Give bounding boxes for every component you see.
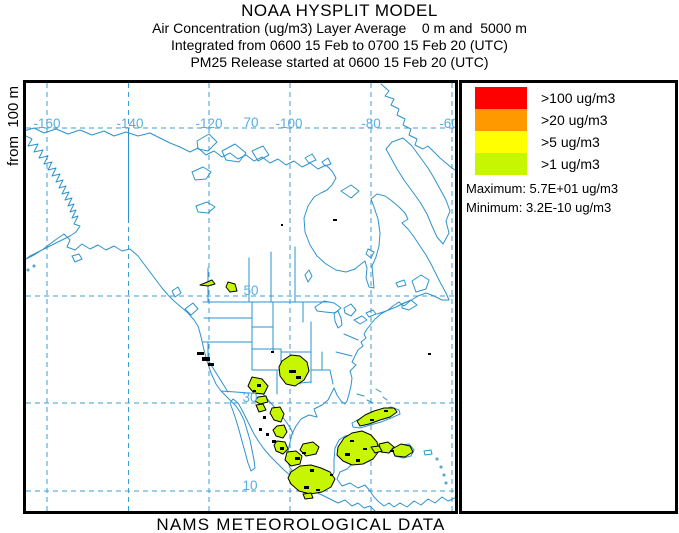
lon-label--160: -160 (33, 116, 60, 131)
subtitle-integration-period: Integrated from 0600 15 Feb to 0700 15 F… (171, 37, 508, 53)
legend-label-100: >100 ug/m3 (541, 90, 616, 106)
legend-swatch-orange (475, 109, 527, 131)
legend-swatch-yellowgreen (475, 153, 527, 175)
legend-panel: >100 ug/m3 >20 ug/m3 >5 ug/m3 >1 ug/m3 M… (459, 80, 678, 514)
legend-entry-20: >20 ug/m3 (475, 109, 615, 131)
coastlines (22, 83, 456, 512)
left-axis-release-height-label: from 100 m (5, 85, 22, 166)
legend-entry-1: >1 ug/m3 (475, 153, 615, 175)
contour-specks (197, 219, 431, 491)
grid-labels: -160 -140 -120 -100 -80 -60 70 50 30 10 (33, 115, 458, 493)
lat-label-70: 70 (243, 115, 258, 130)
page-title: NOAA HYSPLIT MODEL (241, 1, 438, 20)
minimum-value: Minimum: 3.2E-10 ug/m3 (466, 200, 612, 215)
legend-swatch-red (475, 87, 527, 109)
maximum-value: Maximum: 5.7E+01 ug/m3 (466, 181, 619, 196)
lon-label--140: -140 (116, 116, 143, 131)
subtitle-release-info: PM25 Release started at 0600 15 Feb 20 (… (190, 54, 489, 70)
lat-label-10: 10 (242, 478, 257, 493)
legend-entries: >100 ug/m3 >20 ug/m3 >5 ug/m3 >1 ug/m3 (475, 87, 615, 175)
legend-statistics: Maximum: 5.7E+01 ug/m3 Minimum: 3.2E-10 … (466, 179, 618, 217)
legend-label-5: >5 ug/m3 (541, 134, 600, 150)
lon-label--80: -80 (361, 116, 381, 131)
legend-entry-100: >100 ug/m3 (475, 87, 615, 109)
subtitle-layer-average: Air Concentration (ug/m3) Layer Average … (152, 20, 527, 36)
north-america-map: -160 -140 -120 -100 -80 -60 70 50 30 10 (22, 83, 459, 512)
legend-label-20: >20 ug/m3 (541, 112, 608, 128)
legend-swatch-yellow (475, 131, 527, 153)
lon-label--120: -120 (195, 116, 222, 131)
legend-label-1: >1 ug/m3 (541, 156, 600, 172)
legend-entry-5: >5 ug/m3 (475, 131, 615, 153)
lon-label--60: -60 (439, 116, 455, 131)
lon-label--100: -100 (275, 116, 302, 131)
lat-label-30: 30 (242, 390, 257, 405)
lat-label-50: 50 (243, 283, 258, 298)
map-panel: -160 -140 -120 -100 -80 -60 70 50 30 10 (22, 80, 459, 514)
meteorology-source-label: NAMS METEOROLOGICAL DATA (156, 515, 446, 533)
concentration-contours (199, 279, 414, 500)
